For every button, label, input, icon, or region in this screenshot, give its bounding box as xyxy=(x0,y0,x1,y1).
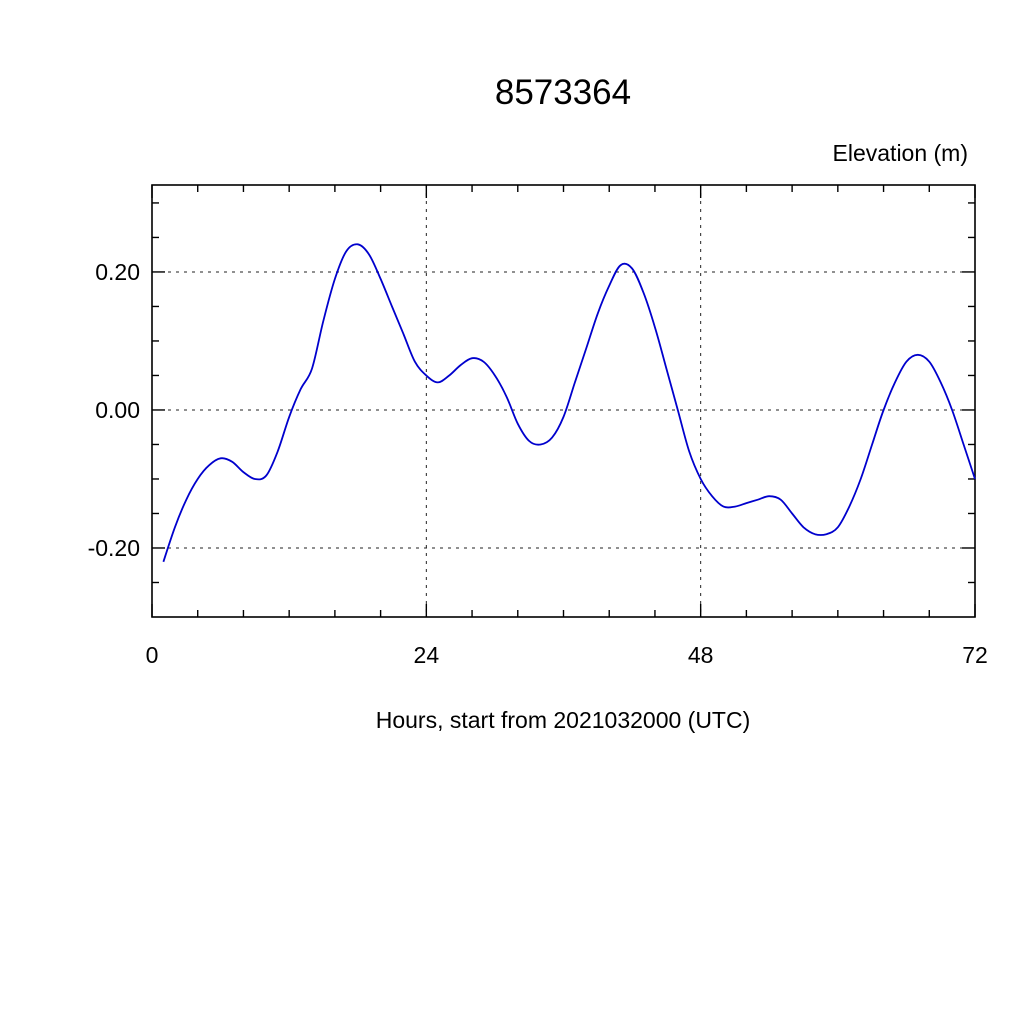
elevation-line xyxy=(162,243,976,563)
y-tick-label: 0.00 xyxy=(95,397,140,423)
x-axis-title: Hours, start from 2021032000 (UTC) xyxy=(376,707,751,733)
y-tick-label: -0.20 xyxy=(88,535,140,561)
y-axis-title: Elevation (m) xyxy=(833,140,968,166)
chart-title: 8573364 xyxy=(495,73,631,112)
x-tick-label: 72 xyxy=(962,642,988,668)
x-tick-label: 48 xyxy=(688,642,714,668)
x-tick-label: 24 xyxy=(414,642,440,668)
y-tick-label: 0.20 xyxy=(95,259,140,285)
x-tick-label: 0 xyxy=(146,642,159,668)
axes-box xyxy=(151,184,976,618)
plot-area: 0 24 48 72 -0.20 0.00 0.20 xyxy=(88,184,988,668)
